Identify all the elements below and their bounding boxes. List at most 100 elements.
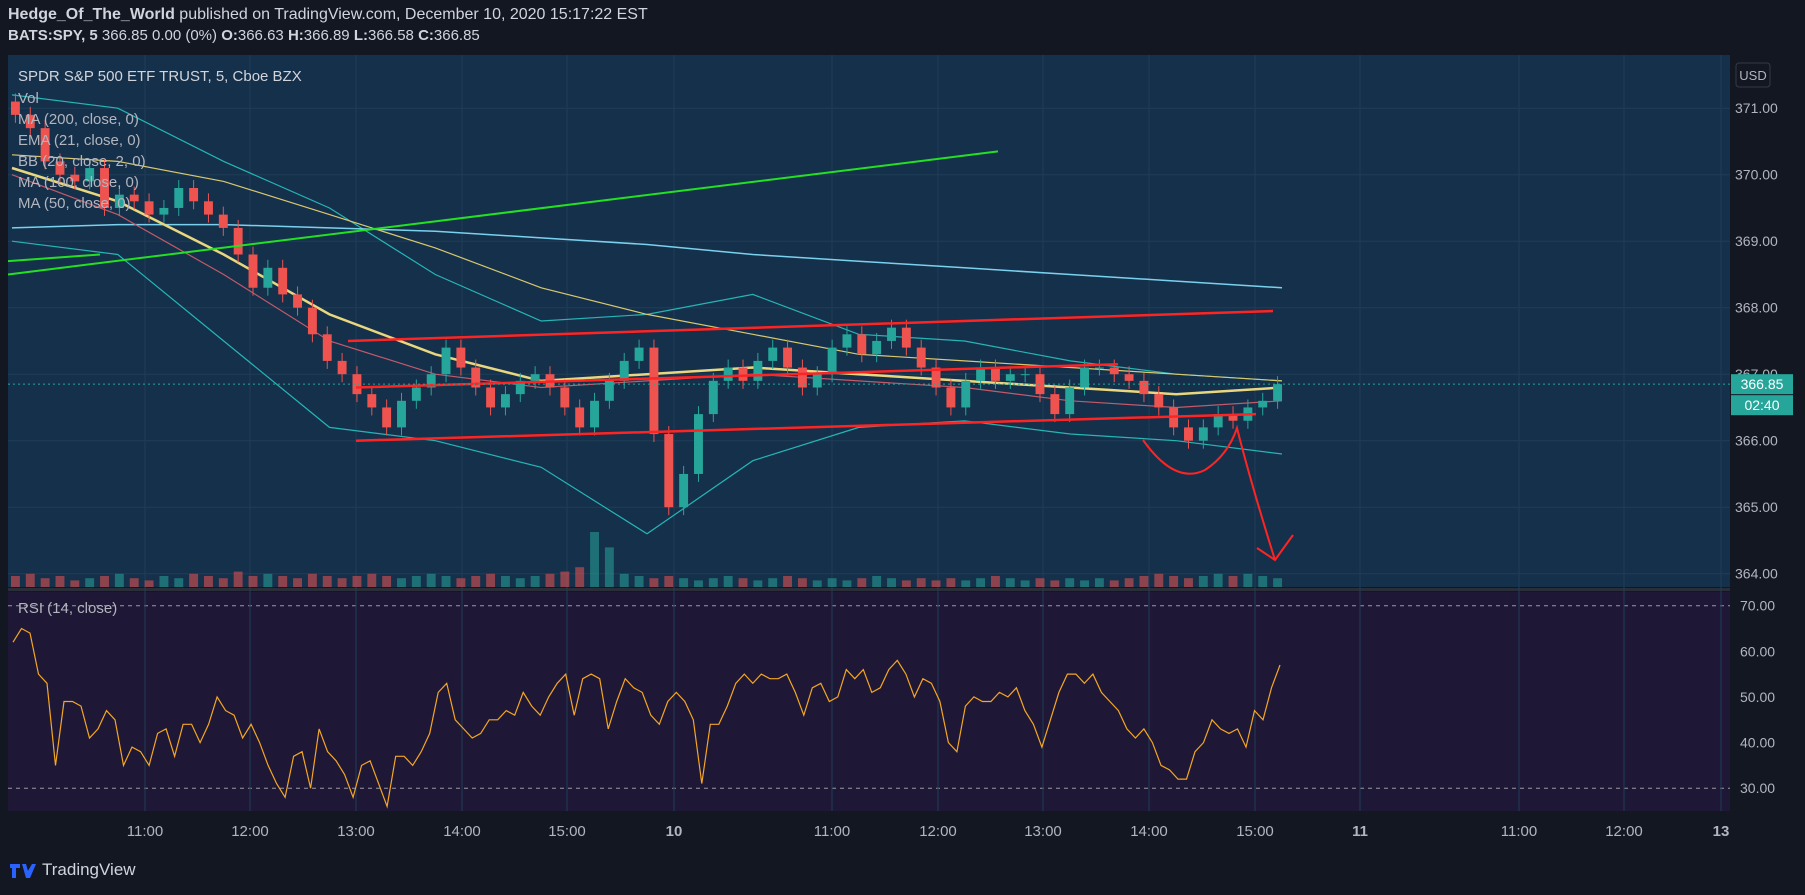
candle-body <box>634 347 644 361</box>
last-price-value: 366.85 <box>101 27 148 44</box>
candle-body <box>901 327 911 348</box>
time-tick-label: 11:00 <box>1501 823 1537 840</box>
candle-body <box>55 161 65 175</box>
volume-bar <box>857 578 867 587</box>
time-tick-label: 11:00 <box>814 823 850 840</box>
candle-body <box>723 367 733 381</box>
trendline-red <box>355 412 1257 442</box>
volume-bar <box>441 576 451 587</box>
last-price-tag: 366.85 <box>1741 376 1784 392</box>
volume-bar <box>604 547 614 587</box>
price-tick-label: 371.00 <box>1735 100 1778 116</box>
volume-bar <box>85 578 95 587</box>
volume-bar <box>827 578 837 587</box>
candle-body <box>887 327 896 341</box>
volume-bar <box>619 573 629 587</box>
time-tick-label: 12:00 <box>231 823 269 840</box>
time-tick-label: 12:00 <box>1605 823 1643 840</box>
candle-body <box>575 407 585 428</box>
candle-body <box>872 340 882 355</box>
volume-bar <box>1258 576 1268 587</box>
axis-labels: 364.00365.00366.00367.00368.00369.00370.… <box>8 100 1793 840</box>
quote-line: BATS:SPY, 5 366.85 0.00 (0%) O:366.63 H:… <box>8 27 480 44</box>
volume-bar <box>337 578 347 587</box>
candle-body <box>842 334 852 348</box>
trendlines[interactable] <box>7 150 1294 562</box>
volume-bar <box>931 580 941 587</box>
rsi-tick-label: 50.00 <box>1740 689 1775 705</box>
volume-bar <box>352 576 362 587</box>
volume-bar <box>114 573 124 587</box>
candle-body <box>486 387 496 408</box>
candle-body <box>382 407 392 428</box>
volume-bar <box>1198 576 1208 587</box>
volume-bar <box>738 578 748 587</box>
last-price-tag-bg <box>1731 374 1793 395</box>
time-tick-label: 15:00 <box>548 823 586 840</box>
volume-bar <box>1020 580 1030 587</box>
time-tick-label: 14:00 <box>443 823 481 840</box>
price-axis[interactable] <box>1730 55 1800 811</box>
publisher-name[interactable]: Hedge_Of_The_World <box>8 6 175 23</box>
footer[interactable]: TradingView <box>8 860 136 880</box>
legend: SPDR S&P 500 ETF TRUST, 5, Cboe BZX Vol MA… <box>18 68 302 617</box>
currency-button[interactable] <box>1735 62 1771 88</box>
volume-bar <box>456 578 466 587</box>
candle-body <box>471 367 481 388</box>
volume-bar <box>590 532 599 587</box>
volume-bar <box>1035 578 1045 587</box>
candle-body <box>590 400 599 428</box>
volume-bar <box>560 571 570 587</box>
volume-bar <box>1169 576 1179 587</box>
price-tick-label: 364.00 <box>1735 566 1778 582</box>
rsi-tick-label: 40.00 <box>1740 735 1775 751</box>
candle-body <box>100 168 109 208</box>
candle-body <box>278 267 288 295</box>
candle-body <box>1080 367 1089 388</box>
rsi-line <box>12 627 1281 809</box>
volume-bar <box>575 567 585 587</box>
candle-body <box>976 367 986 381</box>
close-value: 366.85 <box>433 27 480 44</box>
bb-lower-line <box>11 240 1283 535</box>
candle-body <box>1065 387 1075 415</box>
volume-bar <box>887 578 896 587</box>
price-pane[interactable] <box>8 55 1730 587</box>
rsi-pane[interactable] <box>8 592 1730 811</box>
time-tick-label: 14:00 <box>1130 823 1168 840</box>
volume-bars <box>10 532 1283 587</box>
time-tick-label: 12:00 <box>919 823 957 840</box>
price-tick-label: 370.00 <box>1735 167 1778 183</box>
trendline-green <box>7 150 999 276</box>
candle-body <box>352 374 362 395</box>
candle-body <box>218 214 228 228</box>
candle-body <box>307 307 317 335</box>
volume-bar <box>367 573 377 587</box>
time-tick-label: 10 <box>666 823 683 840</box>
volume-bar <box>783 576 793 587</box>
volume-bar <box>649 578 659 587</box>
candle-body <box>619 360 629 381</box>
candle-body <box>411 387 421 401</box>
candle-body <box>961 380 971 408</box>
price-tick-label: 368.00 <box>1735 300 1778 316</box>
open-label: O: <box>221 27 238 44</box>
price-tick-label: 369.00 <box>1735 233 1778 249</box>
candle-body <box>85 168 95 182</box>
candle-body <box>1020 374 1030 376</box>
candle-body <box>515 380 525 395</box>
candle-body <box>649 347 659 435</box>
legend-item: Vol <box>18 90 39 107</box>
currency-label: USD <box>1739 68 1766 83</box>
legend-item: MA (200, close, 0) <box>18 111 139 128</box>
candle-body <box>426 374 436 388</box>
candle-body <box>708 380 718 415</box>
high-value: 366.89 <box>303 27 350 44</box>
legend-item: EMA (21, close, 0) <box>18 132 141 149</box>
candle-body <box>827 347 837 375</box>
rsi-tick-label: 60.00 <box>1740 643 1775 659</box>
low-label: L: <box>353 27 368 44</box>
publish-info: published on TradingView.com, December 1… <box>179 6 648 23</box>
candle-body <box>664 434 674 508</box>
